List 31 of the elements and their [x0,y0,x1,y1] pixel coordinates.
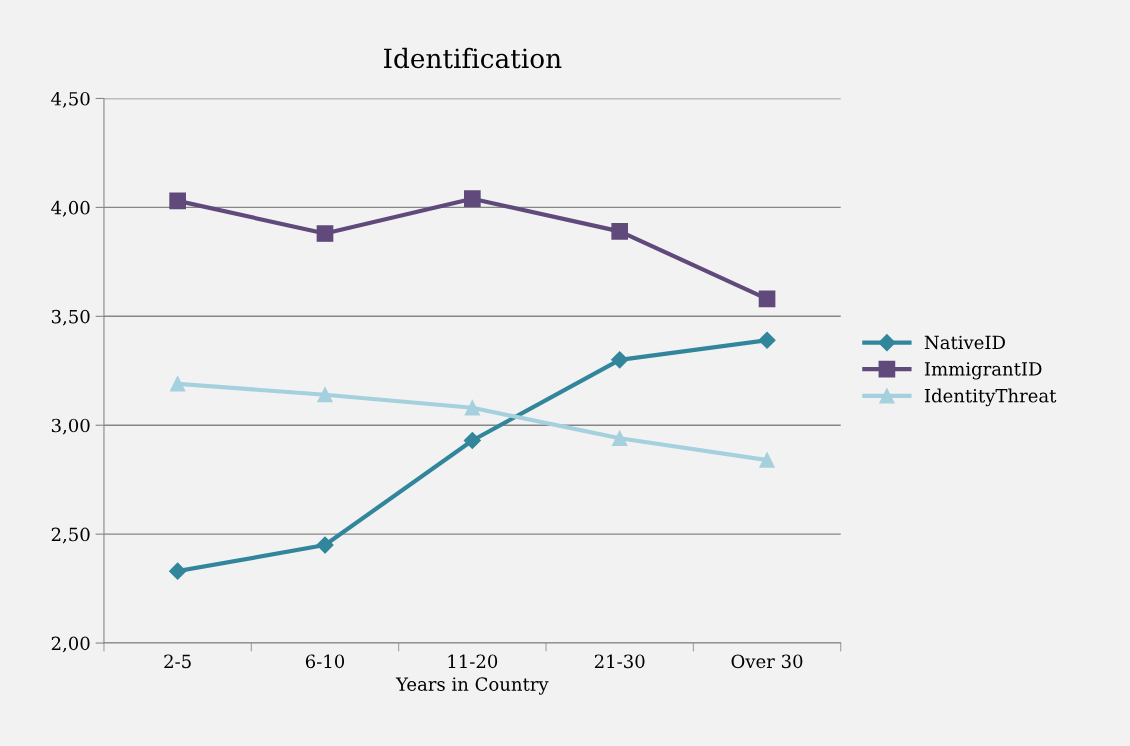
point [759,452,775,468]
point [464,400,480,416]
point [463,431,481,450]
legend-label: IdentityThreat [924,388,1057,407]
point [611,223,629,240]
x-tick-label: Over 30 [731,654,803,669]
point [169,562,187,580]
x-axis-title: Years in Country [395,677,549,695]
chart-title: Identification [383,47,562,69]
point [464,190,481,208]
point [169,376,186,392]
x-tick-label: 21-30 [594,654,645,669]
point [316,225,334,242]
y-tick-label: 4,00 [51,200,90,217]
point [169,192,186,210]
x-tick-label: 6-10 [305,654,345,669]
y-tick-label: 3,00 [51,418,90,435]
legend-label: NativeID [924,335,1005,350]
y-tick-label: 2,00 [51,636,90,653]
point [758,290,776,308]
point [611,351,629,369]
x-tick-label: 2-5 [164,654,191,669]
y-tick-label: 2,50 [51,527,90,544]
point [758,331,776,349]
y-tick-label: 3,50 [51,309,90,326]
x-tick-label: 11-20 [448,654,498,669]
y-tick-label: 4,50 [51,91,90,108]
point [317,387,333,403]
point [612,430,628,446]
legend-label: ImmigrantID [924,362,1042,380]
point [316,536,334,554]
